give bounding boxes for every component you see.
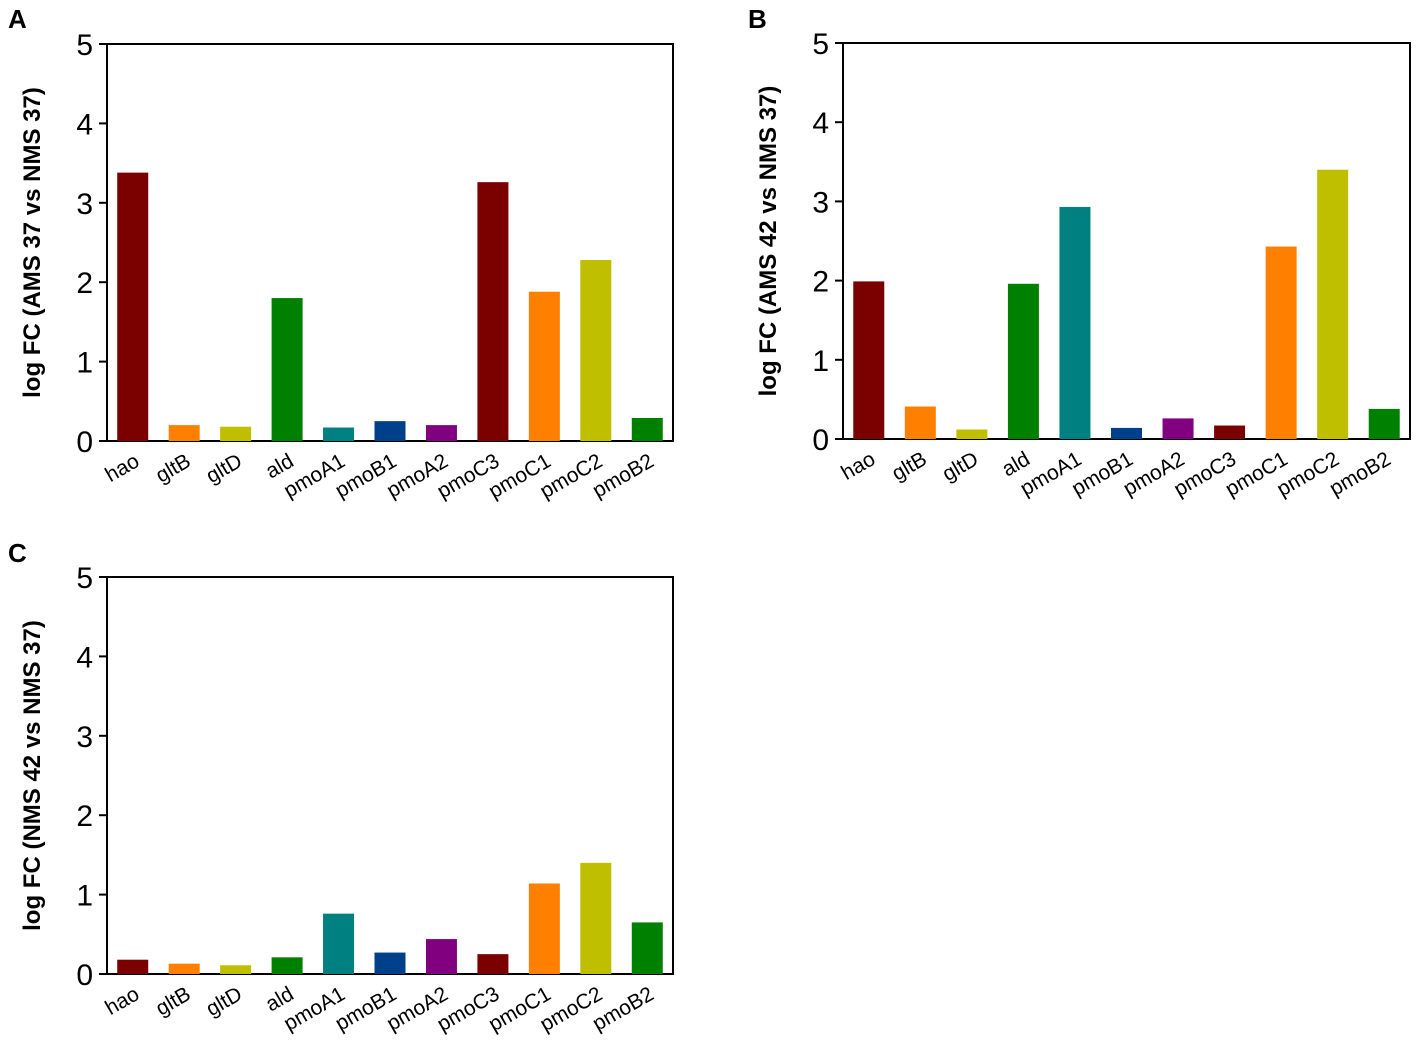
y-tick-label: 4	[76, 641, 93, 674]
bar-gltD	[956, 429, 988, 439]
panel-a: A 0 1 2 3 4 5 log FC (AMS 37 vs NMS 37) hao gltB g…	[8, 4, 674, 503]
y-axis-label: log FC (AMS 42 vs NMS 37)	[755, 86, 782, 397]
bar-pmoC3	[477, 182, 509, 441]
y-tick-label: 0	[76, 426, 93, 459]
y-tick-label: 0	[812, 424, 829, 457]
bar-ald	[271, 957, 303, 974]
bar-pmoC1	[528, 291, 560, 441]
bar-ald	[1007, 283, 1039, 439]
y-tick-label: 2	[76, 800, 93, 833]
panel-label: B	[748, 4, 767, 34]
x-tick-label: hao	[101, 982, 143, 1019]
bar-pmoC1	[528, 883, 560, 974]
bar-pmoB2	[631, 922, 663, 974]
bar-ald	[271, 298, 303, 441]
bar-hao	[117, 959, 149, 974]
panel-c: C 0 1 2 3 4 5 log FC (NMS 42 vs NMS 37) hao gltB g…	[8, 538, 674, 1036]
bar-pmoC3	[1214, 425, 1246, 439]
bar-pmoC2	[580, 862, 612, 974]
bar-pmoB1	[374, 421, 406, 441]
panel-label: C	[8, 538, 27, 568]
y-tick-label: 3	[76, 188, 93, 221]
bar-gltD	[220, 965, 252, 974]
x-tick-label: hao	[101, 449, 143, 486]
y-tick-label: 5	[76, 562, 93, 595]
y-tick-label: 2	[812, 266, 829, 299]
bar-gltB	[904, 406, 936, 439]
bar-gltB	[168, 425, 200, 441]
bar-pmoC3	[477, 954, 509, 974]
bar-pmoA2	[425, 939, 457, 974]
bar-pmoA1	[323, 913, 355, 974]
x-tick-label: gltB	[152, 449, 195, 487]
y-axis-label: log FC (AMS 37 vs NMS 37)	[19, 87, 46, 398]
bar-pmoA1	[323, 427, 355, 441]
x-tick-label: gltD	[939, 447, 983, 486]
x-tick-label: gltB	[888, 447, 931, 485]
y-axis-label: log FC (NMS 42 vs NMS 37)	[19, 620, 46, 931]
bar-hao	[853, 281, 885, 439]
panel-b: B 0 1 2 3 4 5 log FC (AMS 42 vs NMS 37) hao gltB g…	[748, 4, 1411, 501]
bar-pmoC1	[1265, 246, 1297, 439]
y-tick-label: 5	[812, 28, 829, 61]
y-tick-label: 3	[76, 721, 93, 754]
bar-pmoB2	[1368, 408, 1400, 439]
x-tick-label: hao	[837, 447, 879, 484]
x-tick-label: gltD	[202, 449, 246, 488]
y-tick-label: 2	[76, 267, 93, 300]
y-tick-label: 4	[812, 107, 829, 140]
panel-label: A	[8, 4, 27, 34]
bar-pmoA2	[425, 425, 457, 441]
bar-hao	[117, 172, 149, 442]
y-tick-label: 1	[812, 345, 829, 378]
bar-pmoA2	[1162, 418, 1194, 439]
bar-pmoA1	[1059, 206, 1091, 439]
x-tick-label: gltB	[152, 982, 195, 1020]
x-tick-label: gltD	[202, 982, 246, 1021]
bar-gltB	[168, 963, 200, 974]
bar-pmoC2	[1317, 169, 1349, 439]
bar-pmoB1	[1111, 427, 1142, 439]
y-tick-label: 1	[76, 880, 93, 913]
bar-pmoC2	[580, 259, 612, 441]
bar-pmoB2	[631, 417, 663, 441]
bar-gltD	[220, 426, 252, 441]
y-tick-label: 4	[76, 108, 93, 141]
y-tick-label: 3	[812, 186, 829, 219]
y-tick-label: 5	[76, 29, 93, 62]
bar-pmoB1	[374, 952, 406, 974]
y-tick-label: 0	[76, 959, 93, 992]
y-tick-label: 1	[76, 347, 93, 380]
